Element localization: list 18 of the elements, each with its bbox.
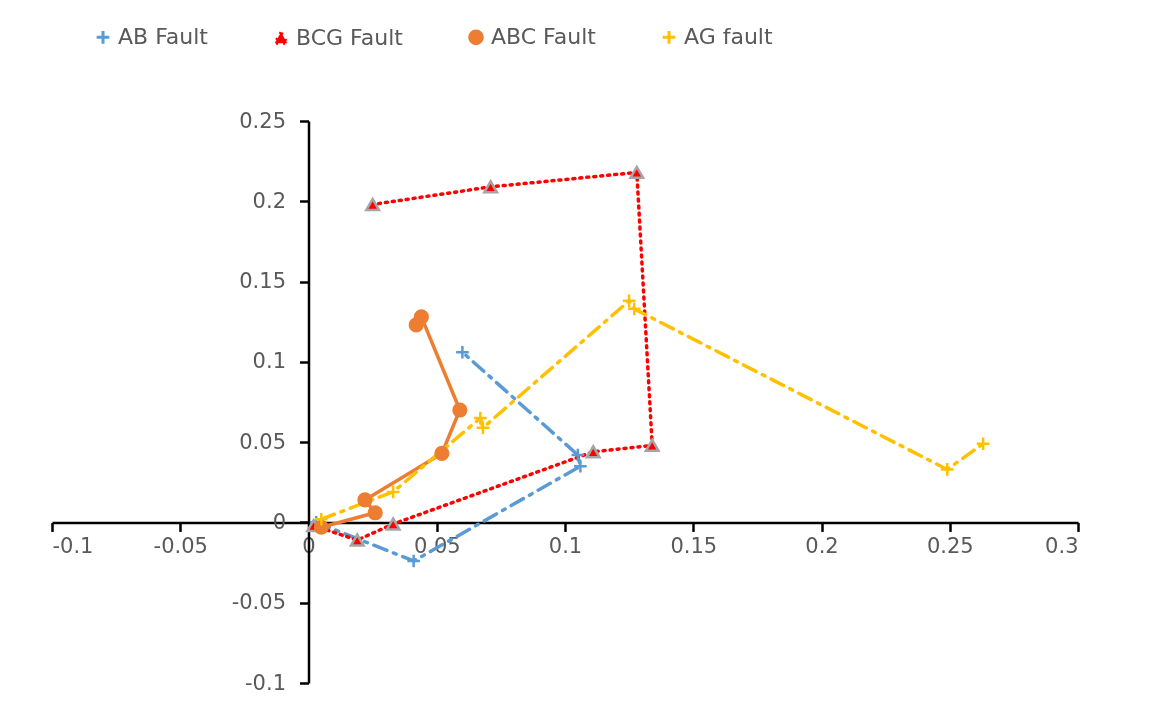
y-tick-label: 0.05 [239,429,286,454]
y-tick-label: 0.25 [239,108,286,133]
y-tick-label: 0.15 [239,269,286,294]
x-tick-label: 0.2 [805,533,839,558]
y-tick-label: -0.1 [245,670,286,695]
x-tick-label: 0.15 [670,533,718,558]
legend-label: AG fault [684,24,773,50]
y-tick-label: -0.05 [231,590,286,615]
x-tick-label: 0.3 [1045,533,1079,558]
x-tick-label: -0.05 [153,533,208,558]
x-tick-label: 0.25 [926,533,974,558]
y-tick-label: 0.2 [252,188,286,213]
y-tick-label: 0.1 [252,349,286,374]
legend-label: BCG Fault [296,24,404,50]
x-tick-label: 0.1 [548,533,583,558]
legend-label: AB Fault [118,24,209,50]
x-tick-label: -0.1 [52,533,94,558]
legend-label: ABC Fault [491,24,597,50]
